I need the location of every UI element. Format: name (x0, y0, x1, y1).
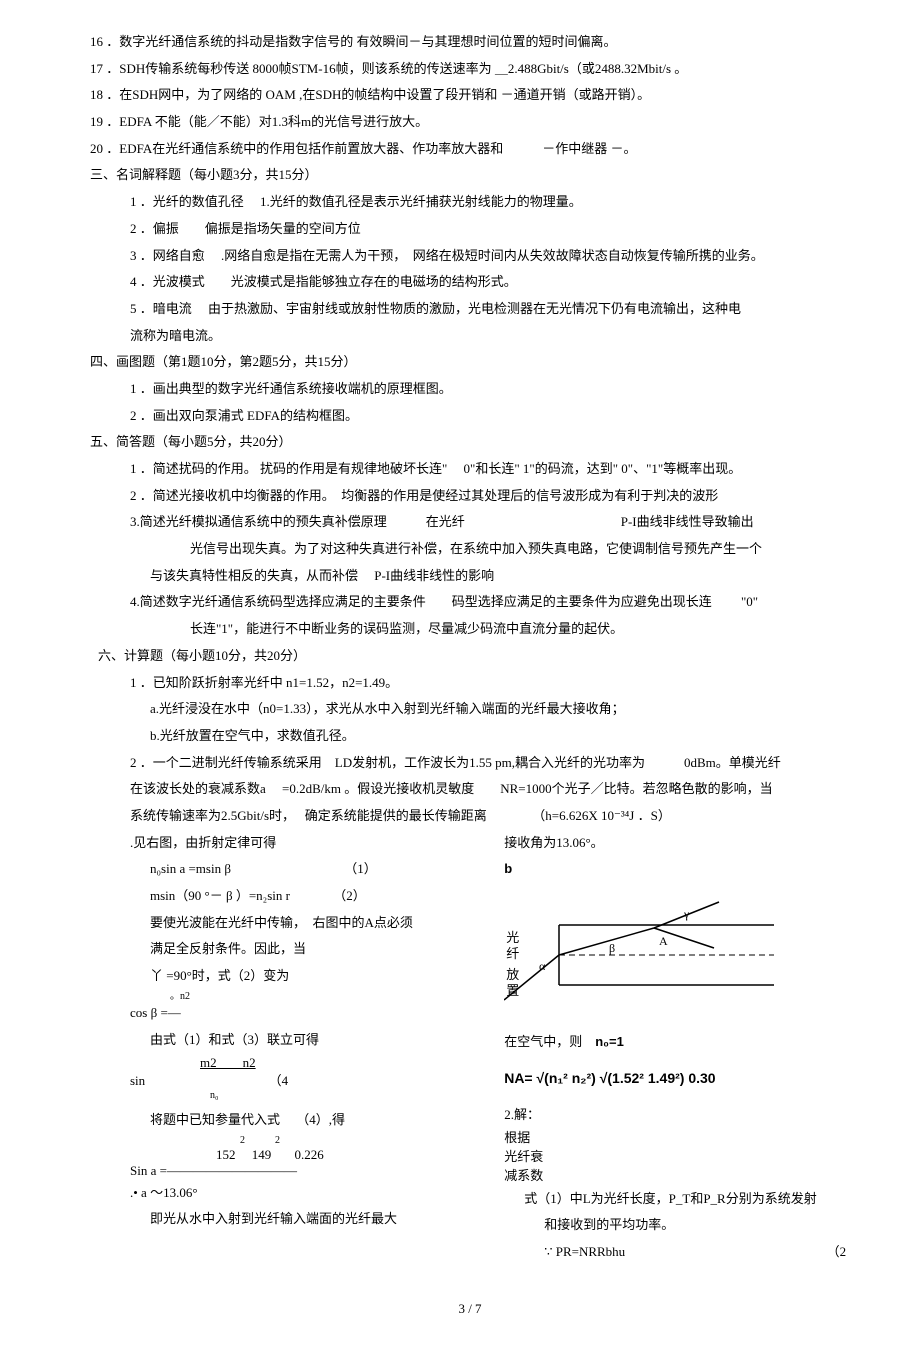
section-4-title: 四、画图题（第1题10分，第2题5分，共15分） (90, 350, 850, 375)
item-16: 16 ．数字光纤通信系统的抖动是指数字信号的 有效瞬间－与其理想时间位置的短时间… (90, 30, 850, 55)
s5-q3a: 3.简述光纤模拟通信系统中的预失真补偿原理 在光纤 P-I曲线非线性导致输出 (90, 510, 850, 535)
cl-l11b: 152 149 0.226 (90, 1148, 474, 1162)
cl-l1: .见右图，由折射定律可得 (90, 831, 474, 856)
item-18: 18 ．在SDH网中，为了网络的 OAM ,在SDH的帧结构中设置了段开销和 －… (90, 83, 850, 108)
s5-q2: 2 ．简述光接收机中均衡器的作用。 均衡器的作用是使经过其处理后的信号波形成为有… (90, 484, 850, 509)
s6-q1a: a.光纤浸没在水中（n0=1.33），求光从水中入射到光纤输入端面的光纤最大接收… (90, 697, 850, 722)
s3-q1: 1 ．光纤的数值孔径 1.光纤的数值孔径是表示光纤捕获光射线能力的物理量。 (90, 190, 850, 215)
s6-q1: 1 ．已知阶跃折射率光纤中 n1=1.52，n2=1.49。 (90, 671, 850, 696)
cr-r7: 光纤衰 (504, 1149, 850, 1166)
s6-q1b: b.光纤放置在空气中，求数值孔径。 (90, 724, 850, 749)
s4-q2: 2 ．画出双向泵浦式 EDFA的结构框图。 (90, 404, 850, 429)
cl-l2a: n₀sin a =msin β (150, 861, 231, 876)
svg-text:A: A (659, 934, 668, 948)
cl-l2: n₀sin a =msin β （1） (90, 857, 474, 882)
cl-l7b: cos β =— (90, 1005, 474, 1021)
cl-l11a: 2 2 (90, 1135, 474, 1146)
s5-q1: 1 ．简述扰码的作用。 扰码的作用是有规律地破坏长连" 0"和长连" 1"的码流… (90, 457, 850, 482)
cl-l7a: 。n2 (90, 991, 474, 1003)
cr-r8: 减系数 (504, 1168, 850, 1185)
cr-r9a: 式（1）中L为光纤长度，P_T和P_R分别为系统发射 (504, 1187, 850, 1212)
ray-diagram-svg: α β γ A (504, 890, 784, 1010)
cl-l3: msin（90 °－ β ）=n₂sin r （2） (90, 884, 474, 909)
s6-q2c: 系统传输速率为2.5Gbit/s时， 确定系统能提供的最长传输距离 （h=6.6… (90, 804, 850, 829)
section-5-title: 五、简答题（每小题5分，共20分） (90, 430, 850, 455)
calc-left-column: .见右图，由折射定律可得 n₀sin a =msin β （1） msin（90… (90, 831, 474, 1267)
cr-r1: 接收角为13.06°。 (504, 831, 850, 856)
cl-l13: 即光从水中入射到光纤输入端面的光纤最大 (90, 1207, 474, 1232)
cr-r9b: 和接收到的平均功率。 (504, 1213, 850, 1238)
cl-l9c: n₀ (90, 1090, 474, 1102)
cl-l3a: msin（90 °－ β ）=n₂sin r (150, 888, 290, 903)
cr-r10: ∵ PR=NRRbhu （2 (504, 1240, 850, 1265)
cl-l3b: （2） (333, 888, 366, 903)
cr-r4: 在空气中，则 n₀=1 (504, 1030, 850, 1055)
na-formula: NA= √(n₁² n₂²) √(1.52² 1.49²) 0.30 (504, 1065, 850, 1092)
svg-text:β: β (609, 941, 615, 955)
cl-l11d: Sin a =—————————— (90, 1164, 474, 1178)
cl-l12: .• a ～13.06° (90, 1181, 474, 1206)
s3-q4: 4 ．光波模式 光波模式是指能够独立存在的电磁场的结构形式。 (90, 270, 850, 295)
s4-q1: 1 ．画出典型的数字光纤通信系统接收端机的原理框图。 (90, 377, 850, 402)
cr-r5: 2.解： (504, 1103, 850, 1128)
s3-q5a: 5 ．暗电流 由于热激励、宇宙射线或放射性物质的激励，光电检测器在无光情况下仍有… (90, 297, 850, 322)
s3-q5b: 流称为暗电流。 (90, 324, 850, 349)
page-number: 3 / 7 (90, 1297, 850, 1322)
item-17: 17 ．SDH传输系统每秒传送 8000帧STM-16帧，则该系统的传送速率为 … (90, 57, 850, 82)
svg-text:α: α (539, 959, 546, 973)
item-20: 20 ．EDFA在光纤通信系统中的作用包括作前置放大器、作功率放大器和 －作中继… (90, 137, 850, 162)
cl-l4: 要使光波能在光纤中传输， 右图中的A点必须 (90, 911, 474, 936)
calc-right-column: 接收角为13.06°。 b 光 纤 放 置 α β γ (504, 831, 850, 1267)
cr-r2: b (504, 857, 850, 882)
s6-q2b: 在该波长处的衰减系数a =0.2dB/km 。假设光接收机灵敏度 NR=1000… (90, 777, 850, 802)
cr-r6: 根据 (504, 1130, 850, 1147)
s5-q4b: 长连"1"，能进行不中断业务的误码监测，尽量减少码流中直流分量的起伏。 (90, 617, 850, 642)
cl-l8: 由式（1）和式（3）联立可得 (90, 1028, 474, 1053)
s3-q2: 2 ．偏振 偏振是指场矢量的空间方位 (90, 217, 850, 242)
s3-q3: 3 ．网络自愈 .网络自愈是指在无需人为干预， 网络在极短时间内从失效故障状态自… (90, 244, 850, 269)
fiber-diagram: 光 纤 放 置 α β γ A (504, 890, 784, 1030)
cl-l10: 将题中已知参量代入式 （4）,得 (90, 1108, 474, 1133)
item-19: 19 ．EDFA 不能（能／不能）对1.3科m的光信号进行放大。 (90, 110, 850, 135)
s5-q4a: 4.简述数字光纤通信系统码型选择应满足的主要条件 码型选择应满足的主要条件为应避… (90, 590, 850, 615)
s5-q3b: 光信号出现失真。为了对这种失真进行补偿，在系统中加入预失真电路，它使调制信号预先… (90, 537, 850, 562)
cl-l5: 满足全反射条件。因此，当 (90, 937, 474, 962)
section-6-title: 六、计算题（每小题10分，共20分） (90, 644, 850, 669)
cl-l6: 丫 =90°时，式（2）变为 (90, 964, 474, 989)
section-3-title: 三、名词解释题（每小题3分，共15分） (90, 163, 850, 188)
cl-l2b: （1） (344, 861, 377, 876)
svg-text:γ: γ (683, 907, 690, 921)
s6-q2a: 2 ．一个二进制光纤传输系统采用 LD发射机，工作波长为1.55 pm,耦合入光… (90, 751, 850, 776)
s5-q3c: 与该失真特性相反的失真，从而补偿 P-I曲线非线性的影响 (90, 564, 850, 589)
cl-l9a: m2 n2 (90, 1055, 474, 1071)
cl-l9b: sin （4 (90, 1073, 474, 1089)
